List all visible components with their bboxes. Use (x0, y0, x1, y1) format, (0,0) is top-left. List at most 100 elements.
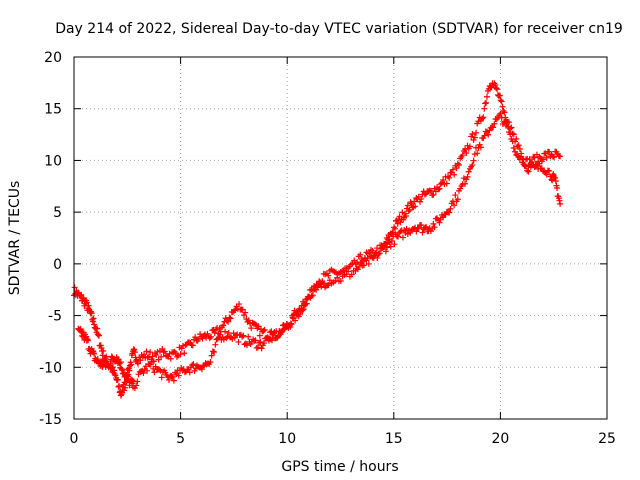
data-point (134, 360, 141, 367)
data-point (462, 180, 469, 187)
data-point (133, 382, 140, 389)
data-point (117, 392, 124, 399)
data-point (416, 198, 423, 205)
data-point (548, 176, 555, 183)
data-point (245, 317, 252, 324)
data-point (473, 129, 480, 136)
data-point (128, 361, 135, 368)
data-point (471, 134, 478, 141)
data-point (453, 165, 460, 172)
data-point (319, 279, 326, 286)
data-point (435, 186, 442, 193)
y-axis-label: SDTVAR / TECUs (7, 181, 23, 296)
y-tick-label: 15 (44, 102, 62, 118)
data-point (220, 322, 227, 329)
data-point (485, 131, 492, 138)
data-point (457, 185, 464, 192)
data-point (494, 86, 501, 93)
data-point (413, 228, 420, 235)
data-point (256, 332, 263, 339)
data-point (480, 114, 487, 121)
data-point (556, 197, 563, 204)
data-point (239, 306, 246, 313)
data-point (499, 103, 506, 110)
data-point (192, 334, 199, 341)
y-tick-label: 20 (44, 50, 62, 66)
x-tick-label: 5 (176, 431, 185, 447)
data-point (508, 124, 515, 131)
data-point (455, 161, 462, 168)
data-point (384, 244, 391, 251)
data-point (130, 346, 137, 353)
data-point (369, 247, 376, 254)
data-point (543, 171, 550, 178)
data-point (82, 300, 89, 307)
data-point (90, 315, 97, 322)
data-point (418, 222, 425, 229)
data-point (88, 310, 95, 317)
data-point (134, 378, 141, 385)
data-point (524, 167, 531, 174)
data-point (452, 192, 459, 199)
data-point (551, 154, 558, 161)
data-point (486, 127, 493, 134)
data-point (309, 292, 316, 299)
data-point (111, 367, 118, 374)
data-point (500, 108, 507, 115)
data-point (243, 342, 250, 349)
x-tick-label: 10 (278, 431, 296, 447)
data-point (395, 233, 402, 240)
data-point (199, 335, 206, 342)
data-point (454, 160, 461, 167)
data-point (261, 340, 268, 347)
data-point (501, 109, 508, 116)
data-point (261, 326, 268, 333)
data-point (337, 278, 344, 285)
data-point (200, 363, 207, 370)
data-point (308, 286, 315, 293)
data-point (242, 309, 249, 316)
data-point (265, 337, 272, 344)
data-point (147, 349, 154, 356)
plot-frame (73, 56, 608, 420)
data-point (149, 353, 156, 360)
data-point (392, 225, 399, 232)
data-point (483, 93, 490, 100)
data-point (207, 359, 214, 366)
data-point (388, 237, 395, 244)
data-point (170, 377, 177, 384)
data-point (496, 92, 503, 99)
data-point (211, 348, 218, 355)
data-point (89, 347, 96, 354)
data-point (91, 350, 98, 357)
data-point (156, 366, 163, 373)
data-point (514, 152, 521, 159)
data-point (430, 220, 437, 227)
data-point (143, 348, 150, 355)
data-point (552, 177, 559, 184)
data-point (297, 309, 304, 316)
data-point (421, 191, 428, 198)
data-point (140, 369, 147, 376)
data-point (160, 349, 167, 356)
data-point (374, 245, 381, 252)
data-point (189, 342, 196, 349)
data-point (440, 176, 447, 183)
data-point (264, 334, 271, 341)
data-point (451, 202, 458, 209)
data-point (520, 156, 527, 163)
data-point (226, 314, 233, 321)
data-point (357, 251, 364, 258)
data-point (71, 284, 78, 291)
data-point (275, 332, 282, 339)
data-point (490, 124, 497, 131)
y-tick-label: -10 (39, 360, 62, 376)
data-point (117, 359, 124, 366)
data-point (148, 358, 155, 365)
data-point (470, 157, 477, 164)
data-point (443, 180, 450, 187)
data-point (399, 234, 406, 241)
data-point (397, 228, 404, 235)
x-tick-label: 0 (70, 431, 79, 447)
